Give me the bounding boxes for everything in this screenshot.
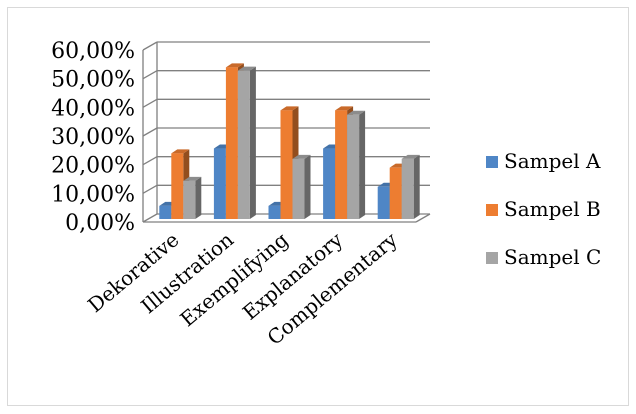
gridline-side	[142, 184, 158, 194]
bar	[159, 205, 172, 219]
bar-top	[292, 154, 311, 159]
bar	[225, 67, 238, 219]
legend-label: Sampel A	[504, 149, 601, 173]
gridline-side	[142, 41, 158, 51]
floor-edge	[415, 213, 431, 223]
chart-frame	[7, 7, 629, 406]
bar-top	[347, 110, 366, 115]
bar-top	[237, 66, 256, 71]
bar	[268, 205, 281, 219]
bar-side	[195, 176, 202, 219]
bar	[323, 148, 336, 219]
legend-swatch	[486, 252, 498, 264]
bar	[335, 110, 348, 219]
bar	[292, 158, 305, 219]
y-tick-label: 20,00%	[51, 154, 135, 179]
bar	[401, 158, 414, 219]
bar	[213, 148, 226, 219]
bar-top	[171, 149, 190, 154]
bar	[377, 186, 390, 219]
y-tick-label: 0,00%	[65, 211, 135, 236]
bar-top	[401, 154, 420, 159]
gridline-side	[142, 98, 158, 108]
bar-side	[304, 154, 311, 219]
bar	[171, 153, 184, 219]
bar-top	[335, 106, 354, 111]
legend-swatch	[486, 156, 498, 168]
bar	[237, 70, 250, 219]
y-tick-label: 30,00%	[51, 125, 135, 150]
legend-swatch	[486, 204, 498, 216]
gridline-side	[142, 213, 158, 223]
bar-top	[280, 106, 299, 111]
y-tick-label: 40,00%	[51, 96, 135, 121]
bar-top	[183, 176, 202, 181]
gridline-side	[142, 156, 158, 166]
gridline-side	[142, 70, 158, 80]
bar-top	[225, 63, 244, 68]
bar-side	[249, 66, 256, 219]
bar	[183, 180, 196, 219]
legend-label: Sampel B	[504, 197, 601, 221]
y-tick-label: 50,00%	[51, 68, 135, 93]
bar-side	[413, 154, 420, 219]
bar	[389, 167, 402, 219]
gridline-side	[142, 127, 158, 137]
bar	[280, 110, 293, 219]
bar	[347, 114, 360, 219]
bar-side	[359, 110, 366, 219]
y-tick-label: 60,00%	[51, 39, 135, 64]
y-tick-label: 10,00%	[51, 182, 135, 207]
legend-label: Sampel C	[504, 245, 601, 269]
